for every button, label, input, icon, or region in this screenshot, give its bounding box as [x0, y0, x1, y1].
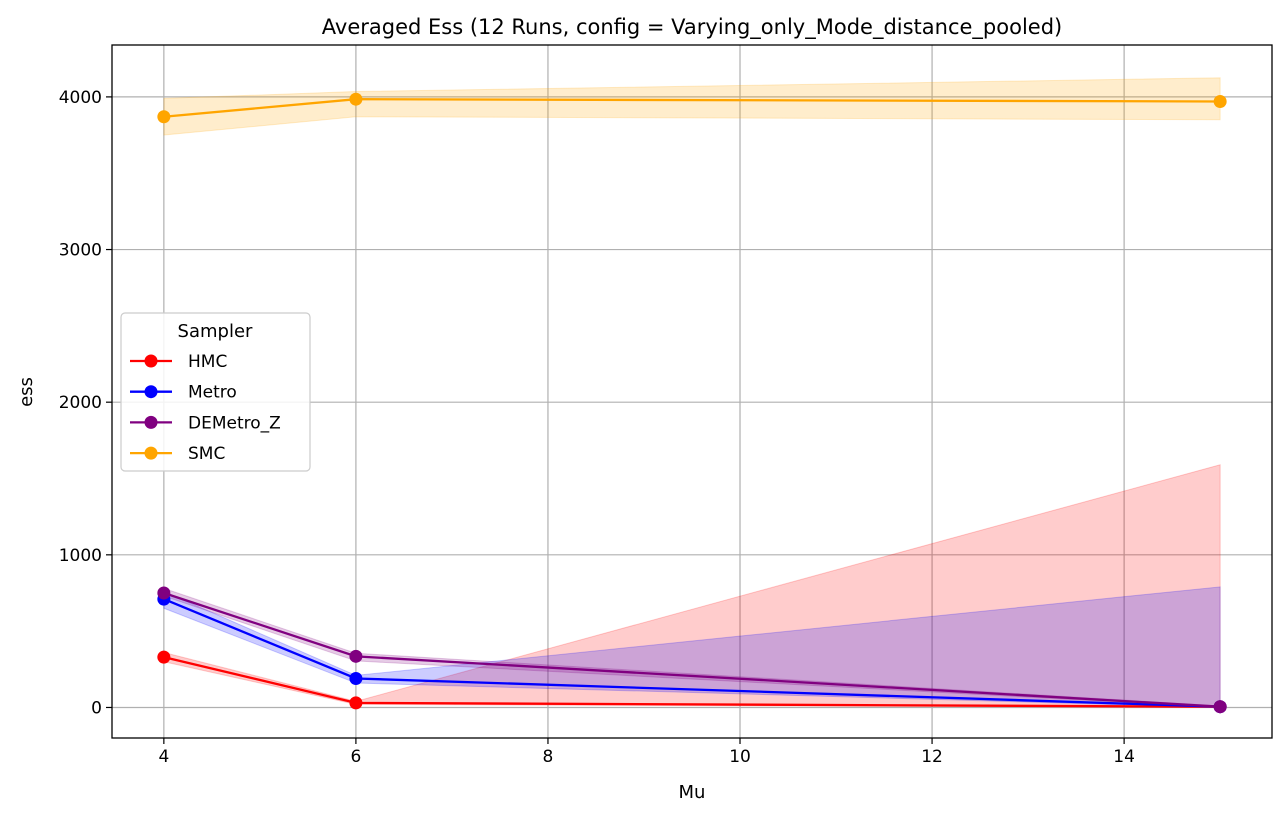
legend-label-demetro-z: DEMetro_Z [188, 413, 281, 433]
point-demetro-z [349, 649, 363, 663]
x-tick-label: 14 [1113, 747, 1135, 767]
series-points [157, 92, 1227, 714]
point-demetro-z [157, 586, 171, 600]
y-tick-label: 3000 [59, 241, 102, 261]
legend-marker-metro [144, 385, 158, 399]
band-smc [163, 77, 1221, 136]
y-axis-label: ess [16, 377, 37, 407]
y-tick-label: 2000 [59, 393, 102, 413]
legend-marker-hmc [144, 354, 158, 368]
point-metro [349, 671, 363, 685]
point-demetro-z [1213, 700, 1227, 714]
x-tick-label: 4 [158, 747, 169, 767]
y-tick-label: 4000 [59, 88, 102, 108]
x-axis-label: Mu [679, 782, 706, 803]
point-hmc [157, 650, 171, 664]
legend-label-smc: SMC [188, 444, 225, 464]
legend-marker-demetro-z [144, 415, 158, 429]
point-smc [1213, 94, 1227, 108]
y-tick-label: 0 [91, 698, 102, 718]
legend-marker-smc [144, 446, 158, 460]
confidence-bands [163, 77, 1221, 708]
legend-label-metro: Metro [188, 383, 237, 403]
plot-frame [111, 44, 1273, 739]
x-axis-ticks: 4 6 8 10 12 14 [158, 738, 1135, 767]
y-axis-ticks: 0 1000 2000 3000 4000 [59, 88, 112, 718]
chart-title: Averaged Ess (12 Runs, config = Varying_… [322, 15, 1063, 40]
point-smc [349, 92, 363, 106]
y-tick-label: 1000 [59, 546, 102, 566]
x-tick-label: 8 [543, 747, 554, 767]
x-tick-label: 6 [350, 747, 361, 767]
legend-label-hmc: HMC [188, 352, 227, 372]
point-hmc [349, 696, 363, 710]
legend-box [120, 312, 311, 472]
x-tick-label: 10 [729, 747, 751, 767]
legend-items: HMC Metro DEMetro_Z SMC [130, 352, 281, 464]
legend-title: Sampler [178, 321, 253, 342]
point-smc [157, 110, 171, 124]
legend: Sampler HMC Metro DEMetro_Z SMC [120, 312, 311, 472]
x-tick-label: 12 [921, 747, 943, 767]
